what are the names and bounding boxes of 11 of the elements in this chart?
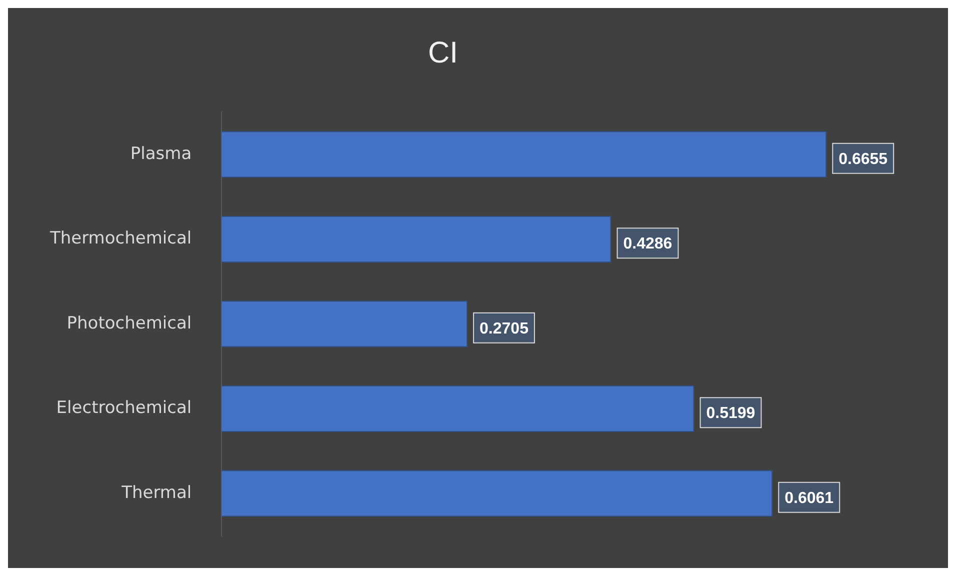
- y-tick-label: Thermochemical: [48, 228, 192, 249]
- data-label: 0.4286: [623, 236, 672, 253]
- y-tick-label: Plasma: [130, 144, 192, 164]
- y-tick-label: Photochemical: [66, 313, 192, 334]
- data-label: 0.5199: [706, 405, 756, 422]
- data-label: 0.2705: [480, 320, 529, 338]
- chart-title: CI: [428, 36, 458, 70]
- y-tick-label: Thermal: [120, 482, 192, 503]
- data-label: 0.6655: [838, 150, 888, 168]
- y-tick-label: Electrochemical: [56, 398, 192, 418]
- data-label: 0.6061: [784, 490, 834, 507]
